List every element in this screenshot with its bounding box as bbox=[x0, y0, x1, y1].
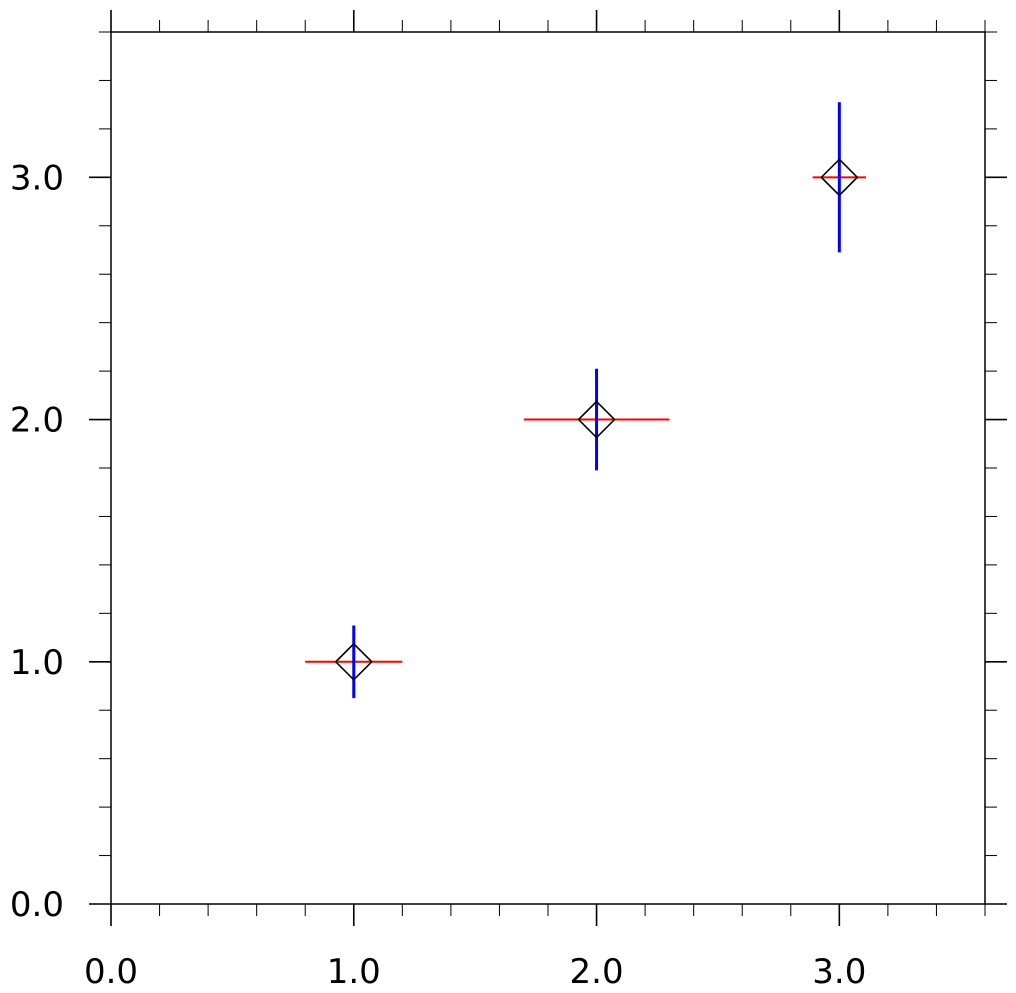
plot-frame bbox=[110, 31, 986, 905]
tick-labels: 0.0 1.0 2.0 3.0 0.0 1.0 2.0 3.0 bbox=[10, 158, 866, 992]
data-point-2 bbox=[523, 368, 670, 471]
y-tick-label: 0.0 bbox=[10, 885, 64, 925]
diamond-marker bbox=[820, 158, 859, 197]
axis-ticks bbox=[89, 10, 1007, 926]
diamond-marker bbox=[577, 400, 616, 439]
x-tick-label: 1.0 bbox=[327, 952, 381, 992]
y-tick-label: 1.0 bbox=[10, 643, 64, 683]
data-points bbox=[305, 102, 867, 699]
y-tick-label: 2.0 bbox=[10, 401, 64, 441]
diamond-marker bbox=[334, 642, 373, 681]
y-tick-label: 3.0 bbox=[10, 158, 64, 198]
x-tick-label: 0.0 bbox=[84, 952, 138, 992]
data-point-1 bbox=[305, 625, 403, 699]
x-tick-label: 3.0 bbox=[812, 952, 866, 992]
data-point-3 bbox=[812, 102, 867, 253]
x-tick-label: 2.0 bbox=[570, 952, 624, 992]
